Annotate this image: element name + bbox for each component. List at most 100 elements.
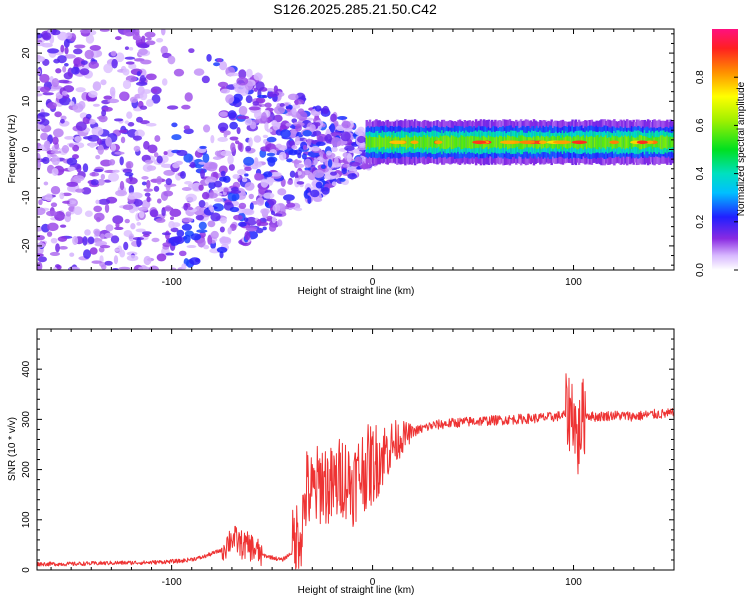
snr-data-point bbox=[633, 416, 634, 417]
spectrogram-cell bbox=[255, 227, 264, 234]
spectrogram-cell bbox=[156, 155, 163, 164]
spectrogram-cell bbox=[203, 244, 210, 250]
spectrogram-cell bbox=[291, 160, 302, 164]
spectrogram-cell bbox=[592, 136, 595, 148]
snr-data-point bbox=[231, 537, 232, 538]
spectrogram-cell bbox=[110, 235, 120, 244]
spectrogram-cell bbox=[144, 31, 156, 38]
spectrogram-cell bbox=[85, 34, 95, 44]
spectrogram-cell bbox=[252, 101, 260, 106]
spectrogram-cell bbox=[219, 111, 228, 117]
spectrogram-cell bbox=[265, 87, 275, 92]
spectrogram-cell bbox=[429, 137, 433, 147]
spectrogram-cell bbox=[238, 202, 247, 210]
spectrogram-cell bbox=[261, 112, 267, 122]
spectrogram-cell bbox=[183, 234, 191, 244]
spectrogram-cell bbox=[85, 113, 92, 120]
spectrogram-cell bbox=[218, 165, 228, 174]
spectrogram-cell bbox=[227, 110, 237, 119]
spectrogram-cell bbox=[91, 126, 104, 137]
spectrogram-cell bbox=[388, 136, 391, 149]
snr-data-point bbox=[362, 469, 363, 470]
spectrogram-cell bbox=[89, 142, 96, 149]
spectrogram-cell bbox=[166, 105, 179, 110]
spectrogram-cell bbox=[141, 231, 152, 235]
spectrogram-cell bbox=[184, 181, 193, 185]
spectrogram-cell bbox=[199, 145, 207, 149]
spectrogram-cell bbox=[187, 207, 194, 211]
snr-data-point bbox=[71, 563, 72, 564]
spectrogram-cell bbox=[301, 153, 307, 160]
spectrogram-cell bbox=[128, 192, 136, 197]
spectrogram-cell bbox=[303, 158, 312, 168]
spectrogram-cell bbox=[113, 255, 119, 265]
spectrogram-cell bbox=[93, 205, 103, 213]
spectrogram-cell bbox=[37, 162, 42, 167]
spectrogram-cell bbox=[624, 135, 627, 150]
spectrogram-cell bbox=[243, 156, 255, 166]
spectrogram-cell bbox=[101, 264, 107, 270]
spectrogram-cell bbox=[43, 140, 51, 149]
spectrogram-cell bbox=[260, 178, 269, 188]
spectrogram-cell bbox=[165, 178, 173, 186]
spectrogram-cell bbox=[621, 135, 624, 149]
spectrogram-cell bbox=[262, 134, 269, 139]
spectrogram-cell bbox=[89, 118, 96, 125]
spectrogram-cell bbox=[181, 187, 192, 191]
spectrogram-cell bbox=[383, 137, 386, 147]
spectrogram-cell bbox=[139, 75, 147, 83]
spectrogram-cell bbox=[124, 56, 136, 60]
spectrogram-cell bbox=[285, 106, 292, 110]
spectrogram-cell bbox=[72, 235, 79, 246]
spectrogram-cell bbox=[100, 159, 112, 167]
colorbar-tick-label: 0.6 bbox=[695, 118, 706, 132]
spectrogram-cell bbox=[236, 127, 241, 135]
spectrogram-cell bbox=[605, 135, 608, 150]
spectrogram-cell bbox=[381, 137, 385, 147]
spectrogram-cell bbox=[203, 124, 211, 133]
spectrogram-cell bbox=[365, 135, 369, 149]
spectrogram-cell bbox=[346, 153, 352, 163]
snr-data-point bbox=[585, 414, 586, 415]
snr-data-point bbox=[553, 416, 554, 417]
spectrogram-cell bbox=[59, 224, 67, 228]
spectrogram-cell bbox=[595, 135, 598, 150]
spectrogram-cell bbox=[214, 198, 224, 203]
spectrogram-cell bbox=[47, 102, 57, 110]
spectrogram-cell bbox=[84, 210, 93, 218]
spectrogram-cell bbox=[198, 184, 204, 191]
spectrogram-cell bbox=[156, 38, 164, 43]
spectrogram-cell bbox=[183, 125, 190, 130]
spectrogram-cell bbox=[408, 137, 412, 147]
spectrogram-cell bbox=[136, 221, 142, 226]
spectrogram-cell bbox=[271, 216, 277, 224]
snr-data-point bbox=[563, 415, 564, 416]
spectrogram-cell bbox=[340, 131, 351, 142]
spectrogram-cell bbox=[105, 136, 112, 147]
spectrogram-cell bbox=[115, 222, 120, 228]
spectrogram-cell bbox=[50, 185, 61, 195]
spectrogram-cell bbox=[234, 83, 246, 94]
spectrogram-cell bbox=[145, 40, 156, 46]
spectrogram-cell bbox=[376, 137, 380, 147]
spectrogram-cell bbox=[219, 226, 225, 233]
spectrogram-cell bbox=[137, 85, 145, 96]
spectrogram-cell bbox=[268, 224, 277, 232]
spectrogram-cell bbox=[589, 136, 592, 148]
snr-data-point bbox=[302, 524, 303, 525]
spectrogram-cell bbox=[380, 136, 383, 149]
spectrogram-cell bbox=[494, 137, 497, 148]
spectrogram-cell bbox=[127, 121, 135, 127]
spectrogram-cell bbox=[198, 199, 206, 208]
spectrogram-cell bbox=[213, 62, 220, 67]
spectrogram-cell bbox=[266, 136, 277, 143]
spectrogram-cell bbox=[207, 234, 213, 245]
spectrogram-cell bbox=[75, 87, 86, 93]
spectrogram-cell bbox=[284, 102, 289, 107]
spectrogram-cell bbox=[50, 150, 62, 154]
spectrogram-cell bbox=[176, 229, 185, 238]
spectrogram-cell bbox=[347, 173, 358, 180]
spectrogram-cell bbox=[62, 65, 67, 73]
